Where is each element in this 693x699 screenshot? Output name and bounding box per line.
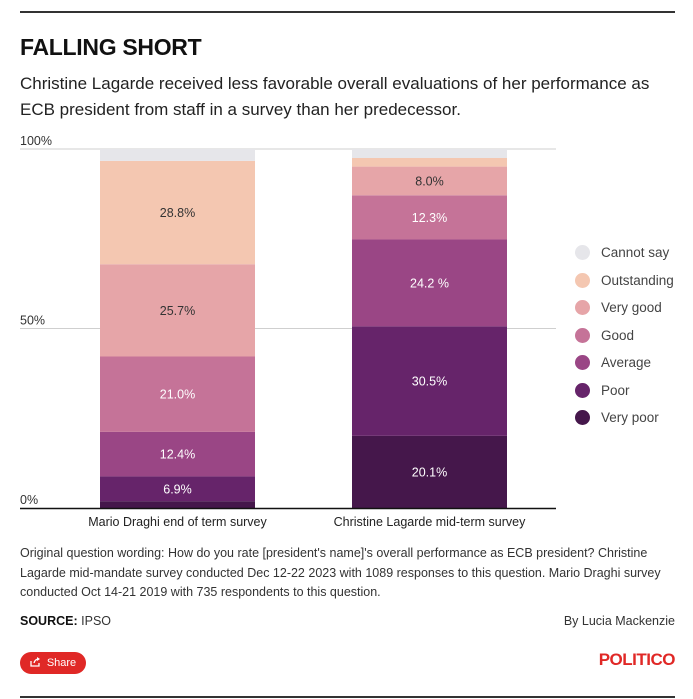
- data-label: 30.5%: [412, 375, 447, 389]
- legend-item: Cannot say: [575, 239, 674, 267]
- bar-segment: [100, 160, 255, 265]
- source-line: SOURCE: IPSO: [20, 614, 111, 628]
- data-label: 6.9%: [163, 482, 192, 496]
- share-icon: [30, 656, 41, 670]
- bar-segment: [100, 356, 255, 432]
- bar-segment: [352, 149, 507, 158]
- data-label: 21.0%: [160, 388, 195, 402]
- bar-segment: [100, 264, 255, 357]
- y-tick-label: 50%: [20, 314, 45, 328]
- legend-label: Very good: [601, 300, 662, 316]
- legend-label: Cannot say: [601, 245, 670, 261]
- x-category-label: Mario Draghi end of term survey: [88, 515, 267, 529]
- data-label: 8.0%: [415, 174, 444, 188]
- dek: Christine Lagarde received less favorabl…: [20, 74, 650, 119]
- bar-segment: [352, 166, 507, 196]
- top-rule: [20, 11, 675, 13]
- x-category-label: Christine Lagarde mid-term survey: [334, 515, 526, 529]
- legend-item: Very good: [575, 294, 674, 322]
- bar-segment: [100, 149, 255, 161]
- legend-swatch: [575, 300, 590, 316]
- legend-swatch: [575, 272, 590, 288]
- bar-segment: [100, 476, 255, 502]
- legend-item: Average: [575, 349, 674, 377]
- data-label: 20.1%: [412, 465, 447, 479]
- bottom-rule: [20, 696, 675, 698]
- data-label: 12.4%: [160, 448, 195, 462]
- share-label: Share: [46, 657, 77, 669]
- y-tick-label: 100%: [20, 134, 52, 148]
- share-button[interactable]: Share: [20, 652, 86, 674]
- bar-segment: [352, 239, 507, 327]
- data-label: 25.7%: [160, 304, 195, 318]
- legend-label: Average: [601, 355, 652, 371]
- bar-segment: [100, 501, 255, 508]
- headline: FALLING SHORT: [20, 34, 202, 60]
- methodology-note: Original question wording: How do you ra…: [20, 546, 661, 599]
- legend-label: Poor: [601, 382, 630, 398]
- legend-item: Very poor: [575, 404, 674, 432]
- legend-item: Good: [575, 322, 674, 350]
- bar-segment: [352, 326, 507, 436]
- byline: By Lucia Mackenzie: [563, 614, 675, 628]
- legend-label: Good: [601, 327, 635, 343]
- legend-swatch: [575, 327, 590, 343]
- bar-segment: [352, 435, 507, 508]
- data-label: 24.2 %: [410, 276, 449, 290]
- bar-segment: [352, 195, 507, 240]
- y-tick-label: 0%: [20, 493, 38, 507]
- politico-logo[interactable]: POLITICO: [598, 650, 676, 669]
- legend-swatch: [575, 355, 590, 371]
- bar-segment: [100, 431, 255, 477]
- legend-swatch: [575, 245, 590, 261]
- legend-item: Outstanding: [575, 267, 674, 295]
- legend-swatch: [575, 382, 590, 398]
- legend-item: Poor: [575, 377, 674, 405]
- stacked-bar-chart: 100% 50% 0% 6.9% 12.4% 21.0% 25.7% 28.8% Mario D…: [20, 134, 556, 529]
- chart-legend: Cannot say Outstanding Very good Good Averag…: [575, 239, 674, 432]
- legend-label: Outstanding: [601, 272, 674, 288]
- legend-swatch: [575, 410, 590, 426]
- data-label: 28.8%: [160, 206, 195, 220]
- source-label: SOURCE:: [20, 614, 78, 628]
- data-label: 12.3%: [412, 211, 447, 225]
- legend-label: Very poor: [601, 410, 659, 426]
- bar-segment: [352, 157, 507, 167]
- source-value: IPSO: [81, 614, 112, 628]
